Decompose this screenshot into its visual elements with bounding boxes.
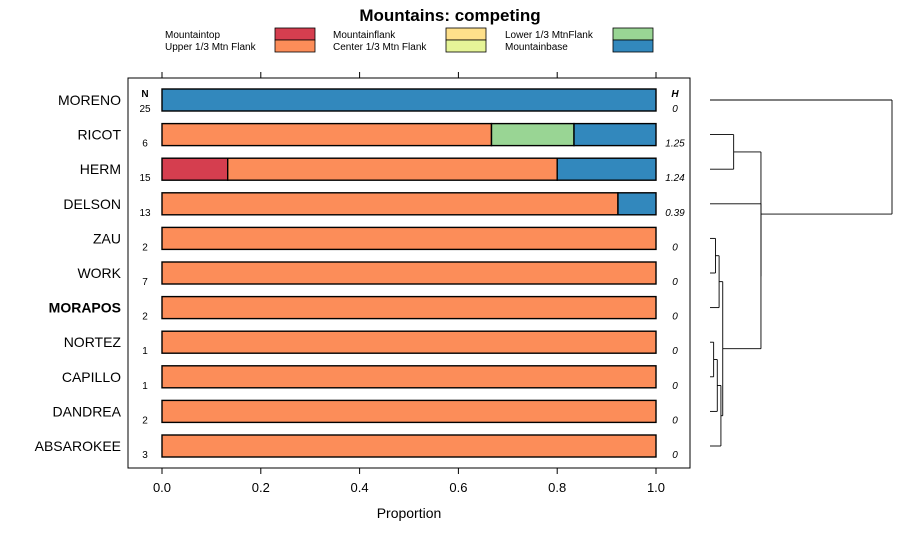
h-value-capillo: 0	[672, 381, 678, 392]
bar-segment-ricot-mountainbase	[573, 122, 657, 147]
n-value-dandrea: 2	[142, 415, 148, 426]
legend-swatch-mountainflank	[445, 27, 487, 41]
n-column-header: N	[141, 89, 148, 100]
n-value-work: 7	[142, 277, 148, 288]
n-value-zau: 2	[142, 242, 148, 253]
x-tick-label-0-2: 0.2	[252, 480, 270, 495]
n-value-ricot: 6	[142, 139, 148, 150]
legend-swatch-center-1-3-mtn-flank	[445, 39, 487, 53]
h-value-nortez: 0	[672, 346, 678, 357]
bar-segment-nortez-upper-1-3-mtn-flank	[161, 330, 657, 354]
legend-swatch-lower-1-3-mtnflank	[612, 27, 654, 41]
bar-segment-ricot-upper-1-3-mtn-flank	[161, 122, 493, 147]
dendrogram	[710, 99, 893, 447]
legend-swatch-mountaintop	[274, 27, 316, 41]
x-tick-label-1-0: 1.0	[647, 480, 665, 495]
h-value-moreno: 0	[672, 104, 678, 115]
bar-segment-morapos-upper-1-3-mtn-flank	[161, 295, 657, 320]
legend-swatch-mountainbase	[612, 39, 654, 53]
bar-segment-delson-upper-1-3-mtn-flank	[161, 192, 619, 216]
h-value-zau: 0	[672, 242, 678, 253]
plot-frame	[127, 77, 691, 469]
n-value-morapos: 2	[142, 312, 148, 323]
chart-title: Mountains: competing	[359, 6, 540, 25]
h-column-header: H	[671, 89, 679, 100]
n-value-moreno: 25	[139, 104, 151, 115]
legend-label-upper-1-3-mtn-flank: Upper 1/3 Mtn Flank	[165, 42, 257, 53]
row-label-herm: HERM	[80, 161, 121, 177]
h-value-ricot: 1.25	[665, 139, 685, 150]
row-label-moreno: MORENO	[58, 92, 121, 108]
h-value-morapos: 0	[672, 312, 678, 323]
legend-label-mountainbase: Mountainbase	[505, 42, 568, 53]
h-value-delson: 0.39	[665, 208, 685, 219]
n-value-capillo: 1	[142, 381, 148, 392]
row-label-nortez: NORTEZ	[64, 334, 122, 350]
x-axis: 0.0 0.2 0.4 0.6 0.8 1.0	[153, 72, 665, 495]
bar-segment-ricot-lower-1-3-mtnflank	[490, 122, 575, 147]
legend-swatch-upper-1-3-mtn-flank	[274, 39, 316, 53]
x-tick-label-0-0: 0.0	[153, 480, 171, 495]
bar-segment-work-upper-1-3-mtn-flank	[161, 261, 657, 285]
row-label-dandrea: DANDREA	[53, 403, 122, 419]
h-value-absarokee: 0	[672, 450, 678, 461]
h-value-herm: 1.24	[665, 173, 685, 184]
legend-label-mountainflank: Mountainflank	[333, 30, 396, 41]
h-value-dandrea: 0	[672, 415, 678, 426]
row-label-morapos: MORAPOS	[49, 300, 121, 316]
bar-segment-dandrea-upper-1-3-mtn-flank	[161, 399, 657, 424]
legend-label-center-1-3-mtn-flank: Center 1/3 Mtn Flank	[333, 42, 427, 53]
x-axis-label: Proportion	[377, 505, 442, 521]
legend-label-mountaintop: Mountaintop	[165, 30, 220, 41]
h-value-work: 0	[672, 277, 678, 288]
row-label-work: WORK	[77, 265, 121, 281]
row-label-delson: DELSON	[63, 196, 121, 212]
bar-segment-herm-mountaintop	[161, 157, 229, 181]
n-value-absarokee: 3	[142, 450, 148, 461]
n-value-delson: 13	[139, 208, 151, 219]
row-label-absarokee: ABSAROKEE	[35, 438, 121, 454]
bar-segment-moreno-mountainbase	[161, 88, 657, 112]
x-tick-label-0-6: 0.6	[449, 480, 467, 495]
legend-label-lower-1-3-mtnflank: Lower 1/3 MtnFlank	[505, 30, 594, 41]
bar-segment-herm-upper-1-3-mtn-flank	[227, 157, 558, 181]
bar-segment-zau-upper-1-3-mtn-flank	[161, 226, 657, 251]
n-value-nortez: 1	[142, 346, 148, 357]
bar-segment-delson-mountainbase	[617, 192, 657, 216]
row-label-ricot: RICOT	[77, 127, 121, 143]
n-value-herm: 15	[139, 173, 151, 184]
x-tick-label-0-4: 0.4	[351, 480, 369, 495]
bar-segment-herm-mountainbase	[556, 157, 657, 181]
bar-segment-capillo-upper-1-3-mtn-flank	[161, 365, 657, 389]
bar-segment-absarokee-upper-1-3-mtn-flank	[161, 434, 657, 458]
row-label-zau: ZAU	[93, 230, 121, 246]
row-label-capillo: CAPILLO	[62, 369, 121, 385]
x-tick-label-0-8: 0.8	[548, 480, 566, 495]
